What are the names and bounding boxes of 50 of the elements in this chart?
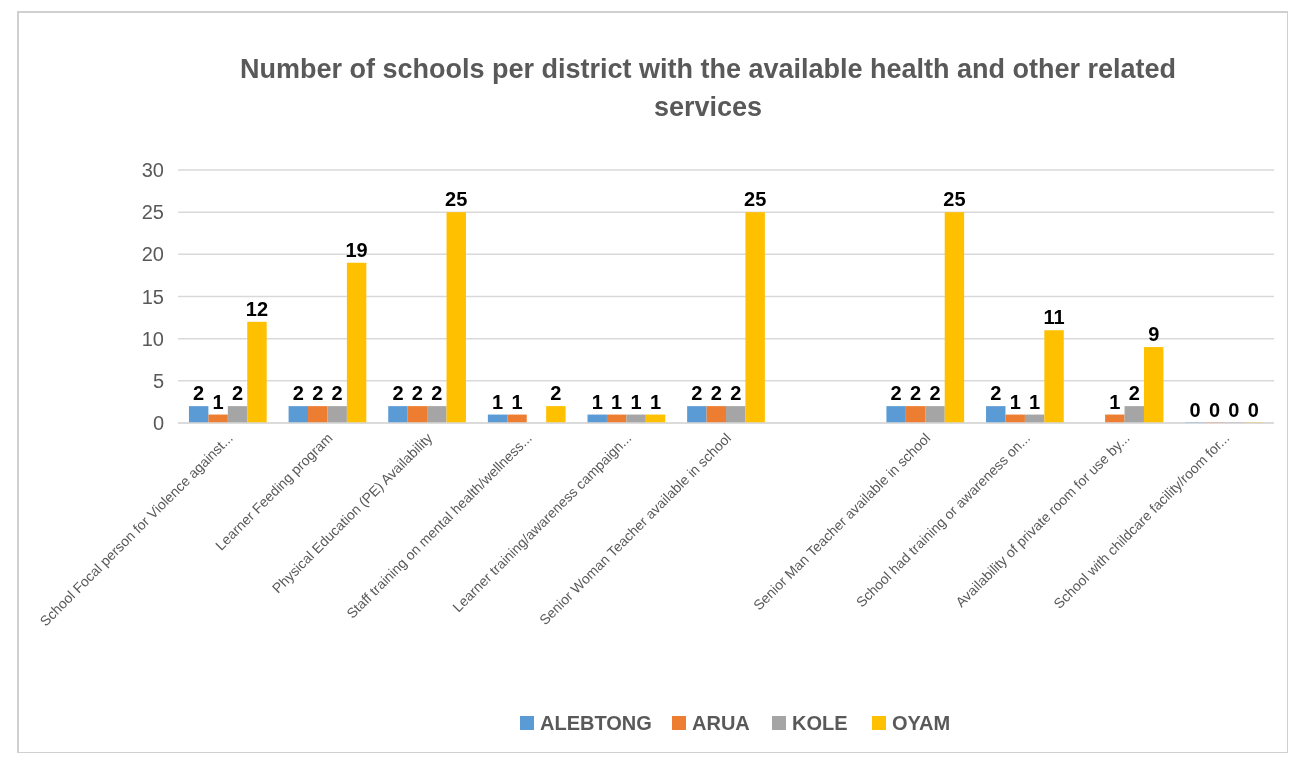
data-label: 1 [511, 390, 523, 413]
data-label: 1 [591, 390, 603, 413]
data-label: 2 [231, 382, 244, 405]
legend-label: KOLE [792, 712, 848, 734]
data-label: 2 [331, 382, 343, 405]
data-label: 2 [193, 382, 205, 405]
y-tick-label: 25 [141, 201, 164, 224]
data-label: 2 [431, 382, 443, 405]
data-label: 1 [212, 390, 224, 413]
data-label: 9 [1148, 323, 1160, 346]
data-label: 0 [1189, 399, 1201, 421]
data-label: 2 [929, 382, 941, 405]
data-label: 2 [890, 382, 902, 405]
data-label: 1 [611, 390, 623, 413]
data-label: 1 [630, 390, 642, 413]
y-tick-label: 20 [141, 243, 164, 266]
data-label: 11 [1043, 306, 1065, 329]
data-label: 2 [392, 382, 404, 405]
y-tick-label: 30 [141, 159, 164, 181]
data-label: 2 [730, 382, 742, 405]
data-label: 1 [649, 390, 662, 413]
data-label: 2 [411, 382, 423, 405]
y-tick-label: 0 [152, 412, 164, 434]
data-label: 2 [691, 382, 703, 405]
data-label: 2 [1128, 382, 1140, 405]
data-label: 1 [1109, 390, 1121, 413]
legend-label: ALEBTONG [540, 712, 652, 734]
data-label: 2 [312, 382, 324, 405]
y-tick-label: 15 [141, 285, 164, 308]
data-label: 0 [1247, 399, 1259, 421]
data-label: 19 [345, 238, 368, 261]
data-label: 1 [492, 390, 504, 413]
data-label: 12 [245, 297, 269, 320]
data-label: 2 [910, 382, 922, 405]
data-label: 1 [1009, 390, 1021, 413]
y-tick-label: 5 [152, 369, 164, 392]
data-label: 2 [550, 382, 562, 405]
data-label: 25 [744, 188, 767, 211]
data-label: 0 [1208, 399, 1221, 421]
data-label: 2 [292, 382, 304, 405]
data-label: 25 [943, 188, 966, 211]
legend-label: ARUA [692, 712, 750, 734]
data-label: 2 [990, 382, 1002, 405]
data-label: 25 [445, 188, 468, 211]
data-label: 1 [1029, 390, 1041, 413]
y-tick-label: 10 [141, 327, 164, 350]
legend-label: OYAM [892, 712, 951, 734]
data-label: 0 [1228, 399, 1240, 421]
data-label: 2 [710, 382, 722, 405]
chart-title: Number of schools per district with the available health and other related services [239, 54, 1177, 122]
